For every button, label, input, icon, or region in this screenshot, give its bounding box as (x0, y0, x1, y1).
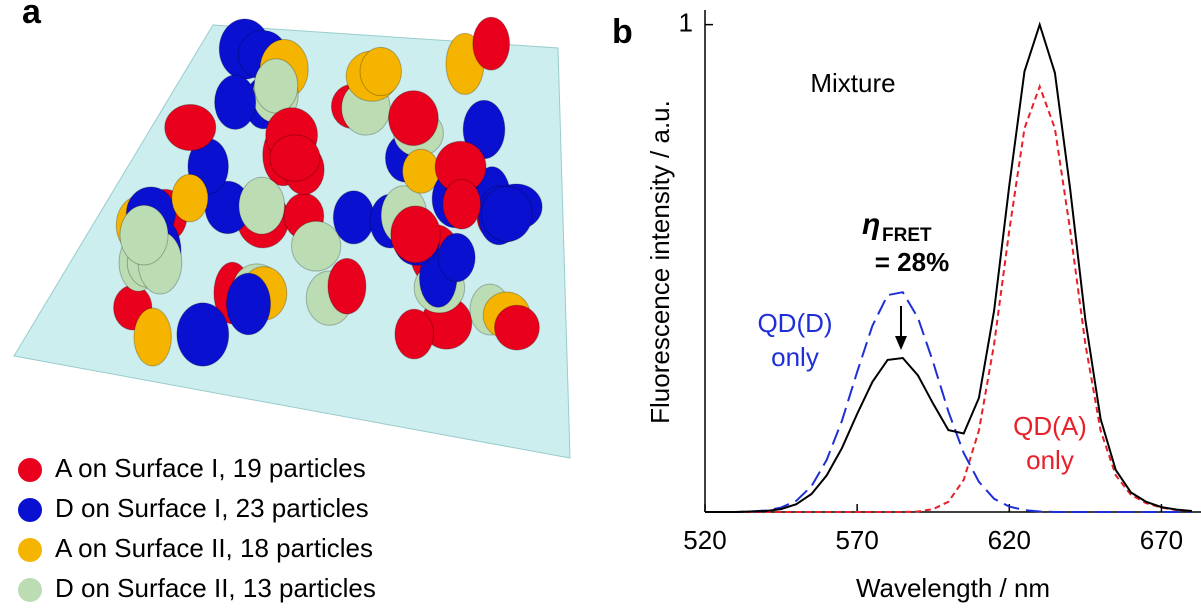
legend-swatch (18, 498, 42, 522)
y-tick-label: 1 (679, 7, 693, 37)
legend-label: A on Surface II, 18 particles (55, 533, 373, 563)
fret-symbol: η (862, 208, 880, 241)
figure: a b A on Surface I, 19 particles D on Sur… (0, 0, 1201, 609)
x-axis-label: Wavelength / nm (856, 573, 1050, 603)
particle (495, 305, 540, 350)
legend-label: D on Surface I, 23 particles (55, 493, 369, 523)
particle (172, 174, 208, 221)
x-tick-label: 520 (683, 525, 726, 555)
page: a b A on Surface I, 19 particles D on Sur… (0, 0, 1201, 609)
legend-label: A on Surface I, 19 particles (55, 453, 366, 483)
particle (215, 75, 256, 129)
x-tick-label: 670 (1140, 525, 1183, 555)
legend-swatch (18, 538, 42, 562)
particle (360, 47, 401, 95)
particle (120, 205, 168, 265)
annotation: only (1026, 445, 1074, 475)
particle (254, 59, 297, 113)
particle (165, 104, 216, 150)
annotation: Mixture (810, 68, 895, 98)
particle (291, 221, 340, 271)
legend-label: D on Surface II, 13 particles (55, 573, 376, 603)
particle (270, 135, 320, 181)
annotation: only (771, 342, 819, 372)
particle (328, 258, 366, 313)
particle (473, 17, 510, 70)
particle (134, 308, 171, 366)
legend-swatch (18, 578, 42, 602)
particle (481, 186, 532, 241)
annotation: QD(D) (757, 308, 832, 338)
particle (438, 233, 475, 281)
particle (227, 273, 271, 335)
particle (389, 91, 439, 146)
particle (395, 309, 434, 359)
fret-subscript: FRET (882, 225, 932, 246)
panel-label: b (612, 13, 633, 51)
particle (391, 206, 440, 263)
arrow-head (895, 336, 907, 350)
annotation: QD(A) (1013, 411, 1087, 441)
x-tick-label: 620 (988, 525, 1031, 555)
fret-value: = 28% (875, 247, 949, 277)
series-line (705, 87, 1192, 513)
panel-label: a (22, 0, 42, 31)
particle (443, 179, 481, 229)
particle (333, 191, 374, 244)
particle (177, 303, 229, 366)
x-tick-label: 570 (835, 525, 878, 555)
legend-swatch (18, 458, 42, 482)
particle (239, 177, 285, 234)
y-axis-label: Fluorescence intensity / a.u. (645, 100, 675, 424)
